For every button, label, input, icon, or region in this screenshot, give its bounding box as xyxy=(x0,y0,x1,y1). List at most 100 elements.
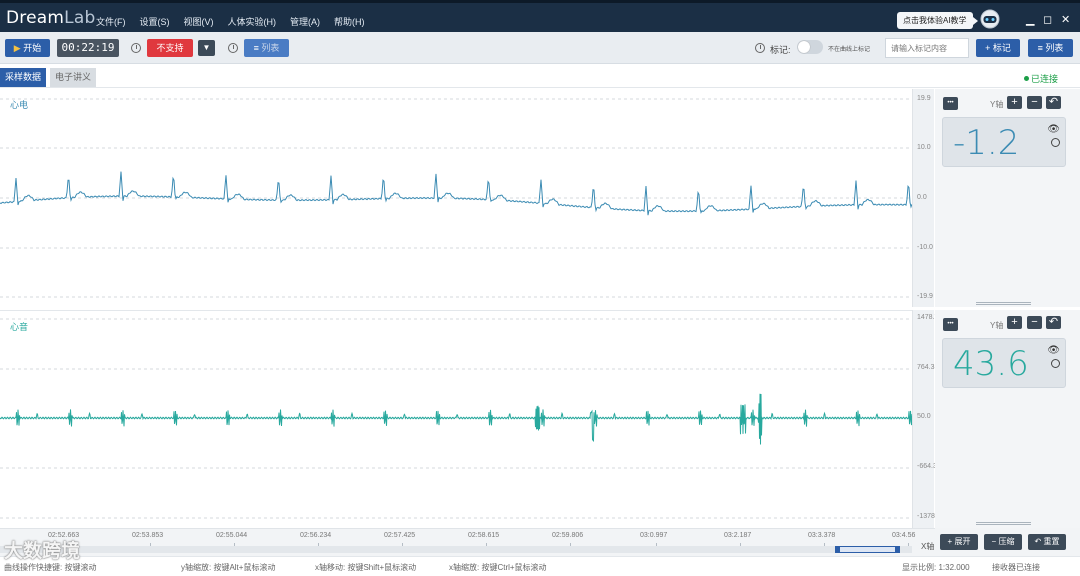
maximize-button[interactable]: ◻ xyxy=(1043,14,1053,26)
heart-sound-chart xyxy=(0,318,912,519)
menu-view[interactable]: 视图(V) xyxy=(183,17,214,27)
menu-file[interactable]: 文件(F) xyxy=(96,17,126,27)
menu-manage[interactable]: 管理(A) xyxy=(290,17,320,27)
time-scrollbar[interactable] xyxy=(0,546,912,553)
list-button-left[interactable]: ≡ 列表 xyxy=(244,39,289,57)
clock-icon[interactable] xyxy=(131,43,141,53)
title-bar: DreamLab 文件(F) 设置(S) 视图(V) 人体实验(H) 管理(A)… xyxy=(0,0,1080,32)
ecg-channel-label: 心电 xyxy=(10,100,29,110)
connection-status: 已连接 xyxy=(1024,72,1058,85)
pcg-resize-handle[interactable] xyxy=(976,522,1031,525)
menu-settings[interactable]: 设置(S) xyxy=(139,17,170,27)
menu-bar: 文件(F) 设置(S) 视图(V) 人体实验(H) 管理(A) 帮助(H) xyxy=(96,15,365,28)
hint-y-zoom: y轴缩放: 按键Alt+鼠标滚动 xyxy=(181,563,276,572)
time-label: 02:57.425 xyxy=(384,532,416,539)
ecg-side-panel: ••• Y轴 + − ↶ -1.2 👁 xyxy=(935,89,1080,307)
app-logo: DreamLab xyxy=(6,8,96,28)
unsupported-button[interactable]: 不支持 xyxy=(147,39,193,57)
ecg-chart xyxy=(0,98,912,298)
pcg-tick: -664.3 xyxy=(917,463,937,470)
status-bar: 曲线操作快捷键: 按键滚动 y轴缩放: 按键Alt+鼠标滚动 x轴移动: 按键S… xyxy=(0,556,1080,576)
time-scroll-thumb[interactable] xyxy=(835,546,900,553)
elapsed-timer: 00:22:19 xyxy=(57,39,119,57)
mark-clock-icon xyxy=(755,43,765,53)
pcg-value-box: 43.6 👁 xyxy=(942,338,1066,388)
pcg-tick: -1378.7 xyxy=(917,513,941,520)
dropdown-button[interactable]: ▼ xyxy=(198,40,215,56)
pcg-tick: 50.0 xyxy=(917,413,931,420)
tab-sampling-data[interactable]: 采样数据 xyxy=(0,68,47,87)
ecg-zoom-out-button[interactable]: − xyxy=(1027,96,1042,109)
ecg-more-button[interactable]: ••• xyxy=(943,97,958,110)
display-scale: 显示比例: 1:32.000 xyxy=(902,563,970,572)
time-label: 03:4.56 xyxy=(892,532,916,539)
heart-sound-channel-label: 心音 xyxy=(10,322,29,332)
tab-bar: 采样数据 电子讲义 已连接 xyxy=(0,66,1080,88)
heart-sound-chart-panel[interactable]: 心音 xyxy=(0,310,912,528)
pcg-tick: 764.3 xyxy=(917,364,935,371)
pcg-reset-button[interactable]: ↶ xyxy=(1046,316,1061,329)
hint-x-zoom: x轴缩放: 按键Ctrl+鼠标滚动 xyxy=(449,563,547,572)
ecg-settings-icon[interactable] xyxy=(1051,138,1060,147)
pcg-eye-icon[interactable]: 👁 xyxy=(1047,345,1060,356)
ecg-waveform xyxy=(0,171,912,216)
pcg-yaxis-label: Y轴 xyxy=(990,321,1004,330)
expand-button[interactable]: + 展开 xyxy=(940,534,978,550)
reset-button[interactable]: ↶ 重置 xyxy=(1028,534,1066,550)
ecg-value-box: -1.2 👁 xyxy=(942,117,1066,167)
pcg-current-value: 43.6 xyxy=(953,344,1029,384)
add-mark-button[interactable]: + 标记 xyxy=(976,39,1020,57)
start-button[interactable]: ▶ 开始 xyxy=(5,39,50,57)
robot-avatar-icon[interactable] xyxy=(979,9,1001,29)
hint-shortcuts: 曲线操作快捷键: 按键滚动 xyxy=(4,563,97,572)
mark-toggle-text: 不在曲线上标记 xyxy=(828,47,871,53)
ecg-tick: 19.9 xyxy=(917,95,931,102)
time-label: 03:2.187 xyxy=(724,532,752,539)
menu-help[interactable]: 帮助(H) xyxy=(334,17,365,27)
pcg-more-button[interactable]: ••• xyxy=(943,318,958,331)
heart-sound-waveform xyxy=(0,393,912,445)
time-label: 02:53.853 xyxy=(132,532,164,539)
mark-input[interactable] xyxy=(885,38,969,58)
time-label: 02:52.663 xyxy=(48,532,80,539)
mark-toggle[interactable] xyxy=(797,40,823,54)
ecg-reset-button[interactable]: ↶ xyxy=(1046,96,1061,109)
time-label: 02:59.806 xyxy=(552,532,584,539)
list-icon: ≡ xyxy=(253,43,259,53)
mark-label: 标记: xyxy=(770,45,791,55)
time-label: 03:0.997 xyxy=(640,532,668,539)
ecg-zoom-in-button[interactable]: + xyxy=(1007,96,1022,109)
ecg-tick: -19.9 xyxy=(917,293,933,300)
timer-icon[interactable] xyxy=(228,43,238,53)
ecg-eye-icon[interactable]: 👁 xyxy=(1047,124,1060,135)
ecg-chart-panel[interactable]: 心电 xyxy=(0,89,912,307)
play-icon: ▶ xyxy=(13,43,21,53)
time-label: 03:3.378 xyxy=(808,532,836,539)
watermark-logo: 大数跨境 xyxy=(4,540,81,562)
heart-sound-side-panel: ••• Y轴 + − ↶ 43.6 👁 xyxy=(935,310,1080,528)
receiver-status: 接收器已连接 xyxy=(992,563,1040,572)
ai-teaching-bubble[interactable]: 点击我体验AI教学 xyxy=(897,12,978,29)
tab-lecture-notes[interactable]: 电子讲义 xyxy=(50,68,97,87)
pcg-tick: 1478.7 xyxy=(917,314,939,321)
menu-experiment[interactable]: 人体实验(H) xyxy=(227,17,277,27)
hint-x-move: x轴移动: 按键Shift+鼠标滚动 xyxy=(315,563,417,572)
time-label: 02:58.615 xyxy=(468,532,500,539)
close-button[interactable]: ✕ xyxy=(1061,14,1071,26)
pcg-zoom-in-button[interactable]: + xyxy=(1007,316,1022,329)
ecg-tick: 10.0 xyxy=(917,144,931,151)
status-dot-icon xyxy=(1024,76,1029,81)
list-button-right[interactable]: ≡ 列表 xyxy=(1028,39,1073,57)
compress-button[interactable]: − 压缩 xyxy=(984,534,1022,550)
ecg-current-value: -1.2 xyxy=(953,123,1020,163)
time-axis: 02:52.663 02:53.853 02:55.044 02:56.234 … xyxy=(0,528,935,556)
ecg-resize-handle[interactable] xyxy=(976,302,1031,305)
pcg-settings-icon[interactable] xyxy=(1051,359,1060,368)
pcg-zoom-out-button[interactable]: − xyxy=(1027,316,1042,329)
x-axis-label: X轴 xyxy=(921,542,935,551)
heart-sound-y-axis: 1478.7 764.3 50.0 -664.3 -1378.7 xyxy=(912,310,941,528)
minimize-button[interactable]: ▁ xyxy=(1026,14,1035,26)
ecg-tick: 0.0 xyxy=(917,194,927,201)
time-label: 02:56.234 xyxy=(300,532,332,539)
ecg-yaxis-label: Y轴 xyxy=(990,100,1004,109)
